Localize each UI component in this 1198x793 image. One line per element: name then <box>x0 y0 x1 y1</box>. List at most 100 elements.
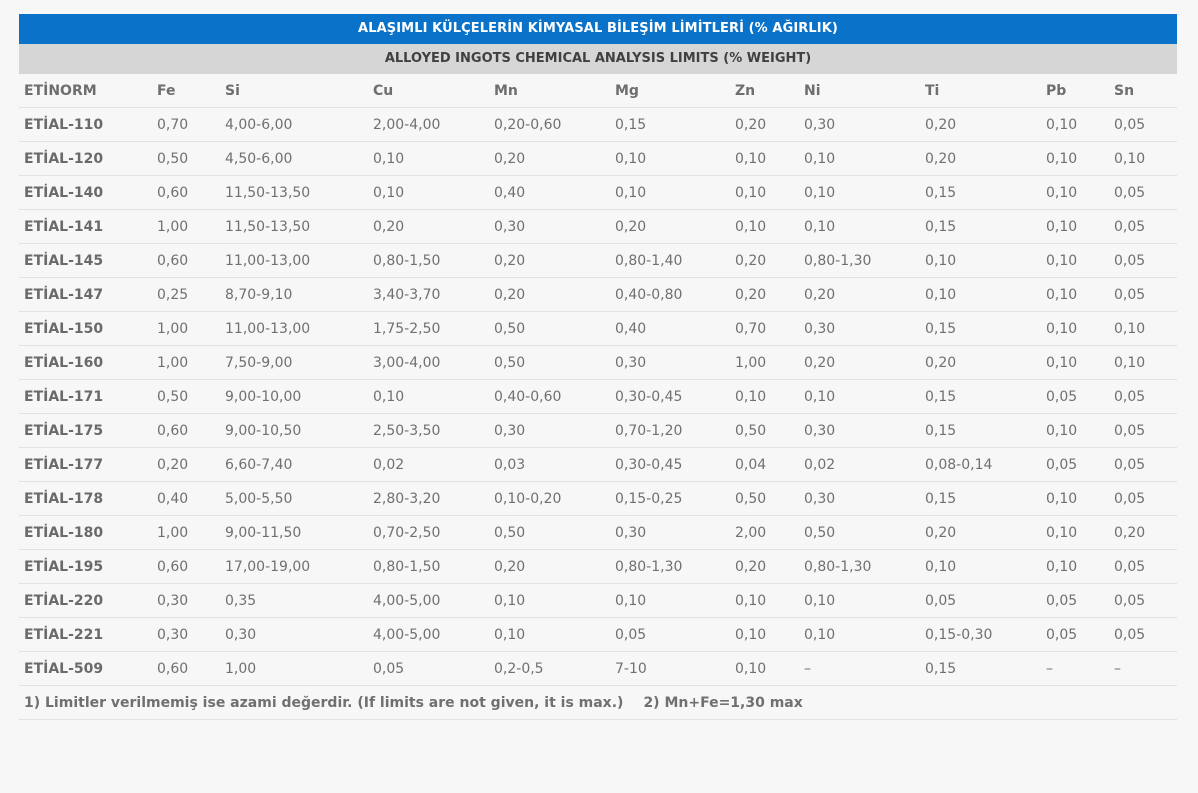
column-header: Mn <box>489 74 610 108</box>
value-cell: 0,05 <box>1109 277 1177 312</box>
value-cell: 0,10 <box>1109 141 1177 176</box>
value-cell: 0,05 <box>1109 107 1177 142</box>
alloy-name-cell: ETİAL-150 <box>19 311 152 346</box>
value-cell: 0,20 <box>1109 515 1177 550</box>
table-row: ETİAL-141 1,00 11,50-13,50 0,20 0,30 0,20 0,10… <box>19 209 1177 244</box>
table-row: ETİAL-147 0,25 8,70-9,10 3,40-3,70 0,20 0,40-… <box>19 277 1177 312</box>
value-cell: 0,20 <box>368 209 489 244</box>
value-cell: 0,10 <box>920 277 1041 312</box>
value-cell: 0,10 <box>1109 345 1177 380</box>
value-cell: 0,05 <box>1109 617 1177 652</box>
value-cell: 0,10 <box>610 141 730 176</box>
table-title: ALAŞIMLI KÜLÇELERİN KİMYASAL BİLEŞİM LİM… <box>19 14 1177 44</box>
column-header: Cu <box>368 74 489 108</box>
value-cell: 0,05 <box>1109 175 1177 210</box>
table-header-row: ETİNORM Fe Si Cu Mn Mg Zn Ni Ti Pb Sn <box>19 74 1177 108</box>
column-header: Pb <box>1041 74 1109 108</box>
value-cell: 0,70 <box>152 107 220 142</box>
value-cell: 0,20 <box>920 107 1041 142</box>
value-cell: 0,20 <box>489 549 610 584</box>
value-cell: 0,10 <box>1041 175 1109 210</box>
value-cell: 0,15 <box>920 209 1041 244</box>
value-cell: 0,50 <box>799 515 920 550</box>
value-cell: 0,10 <box>368 379 489 414</box>
table-row: ETİAL-140 0,60 11,50-13,50 0,10 0,40 0,10 0,10… <box>19 175 1177 210</box>
value-cell: 0,05 <box>1109 209 1177 244</box>
value-cell: 0,10 <box>368 175 489 210</box>
value-cell: 0,80-1,30 <box>799 549 920 584</box>
value-cell: 0,40 <box>152 481 220 516</box>
column-header: Si <box>220 74 368 108</box>
column-header: Fe <box>152 74 220 108</box>
value-cell: 0,20-0,60 <box>489 107 610 142</box>
value-cell: 0,30 <box>610 515 730 550</box>
value-cell: 0,20 <box>799 345 920 380</box>
value-cell: 0,04 <box>730 447 799 482</box>
value-cell: 0,03 <box>489 447 610 482</box>
value-cell: – <box>799 651 920 686</box>
value-cell: 0,70 <box>730 311 799 346</box>
value-cell: 0,20 <box>920 345 1041 380</box>
value-cell: 1,75-2,50 <box>368 311 489 346</box>
value-cell: 0,05 <box>1109 379 1177 414</box>
value-cell: 0,30 <box>799 107 920 142</box>
value-cell: 0,20 <box>489 277 610 312</box>
value-cell: 4,50-6,00 <box>220 141 368 176</box>
table-row: ETİAL-120 0,50 4,50-6,00 0,10 0,20 0,10 0,10 0,… <box>19 141 1177 176</box>
value-cell: 0,30 <box>152 583 220 618</box>
value-cell: 1,00 <box>152 515 220 550</box>
value-cell: 11,50-13,50 <box>220 209 368 244</box>
value-cell: 0,80-1,50 <box>368 243 489 278</box>
alloy-name-cell: ETİAL-141 <box>19 209 152 244</box>
value-cell: 4,00-5,00 <box>368 617 489 652</box>
value-cell: 0,10 <box>1109 311 1177 346</box>
value-cell: 0,10 <box>1041 107 1109 142</box>
column-header: Sn <box>1109 74 1177 108</box>
value-cell: 0,20 <box>799 277 920 312</box>
value-cell: 0,10 <box>368 141 489 176</box>
value-cell: 0,80-1,30 <box>799 243 920 278</box>
value-cell: 3,40-3,70 <box>368 277 489 312</box>
value-cell: 0,10 <box>730 651 799 686</box>
value-cell: 0,20 <box>152 447 220 482</box>
value-cell: 1,00 <box>152 209 220 244</box>
table-row: ETİAL-195 0,60 17,00-19,00 0,80-1,50 0,20 0,8… <box>19 549 1177 584</box>
alloy-name-cell: ETİAL-140 <box>19 175 152 210</box>
value-cell: – <box>1041 651 1109 686</box>
value-cell: 0,10 <box>610 583 730 618</box>
value-cell: 0,15 <box>920 311 1041 346</box>
column-header: ETİNORM <box>19 74 152 108</box>
value-cell: 0,10 <box>489 583 610 618</box>
column-header: Mg <box>610 74 730 108</box>
value-cell: 0,50 <box>730 413 799 448</box>
value-cell: 0,20 <box>489 243 610 278</box>
value-cell: 4,00-5,00 <box>368 583 489 618</box>
value-cell: 0,30 <box>799 413 920 448</box>
value-cell: 0,10 <box>730 141 799 176</box>
value-cell: 0,10 <box>1041 141 1109 176</box>
value-cell: 0,15 <box>920 175 1041 210</box>
value-cell: 0,20 <box>920 515 1041 550</box>
value-cell: 0,08-0,14 <box>920 447 1041 482</box>
value-cell: 0,05 <box>1041 447 1109 482</box>
value-cell: 0,15 <box>920 481 1041 516</box>
value-cell: 0,15 <box>610 107 730 142</box>
alloy-name-cell: ETİAL-145 <box>19 243 152 278</box>
alloy-name-cell: ETİAL-178 <box>19 481 152 516</box>
value-cell: 11,00-13,00 <box>220 311 368 346</box>
value-cell: 0,20 <box>730 549 799 584</box>
footnote-row: 1) Limitler verilmemiş ise azami değerdi… <box>19 685 1177 720</box>
value-cell: 0,10 <box>1041 515 1109 550</box>
value-cell: 0,20 <box>610 209 730 244</box>
table-row: ETİAL-150 1,00 11,00-13,00 1,75-2,50 0,50 0,4… <box>19 311 1177 346</box>
value-cell: 0,05 <box>1109 583 1177 618</box>
value-cell: 0,50 <box>152 379 220 414</box>
value-cell: 0,50 <box>489 311 610 346</box>
value-cell: 0,05 <box>1041 379 1109 414</box>
alloy-name-cell: ETİAL-221 <box>19 617 152 652</box>
value-cell: 6,60-7,40 <box>220 447 368 482</box>
value-cell: 0,15 <box>920 379 1041 414</box>
value-cell: 0,02 <box>368 447 489 482</box>
value-cell: 0,10 <box>730 175 799 210</box>
value-cell: 0,30 <box>489 209 610 244</box>
